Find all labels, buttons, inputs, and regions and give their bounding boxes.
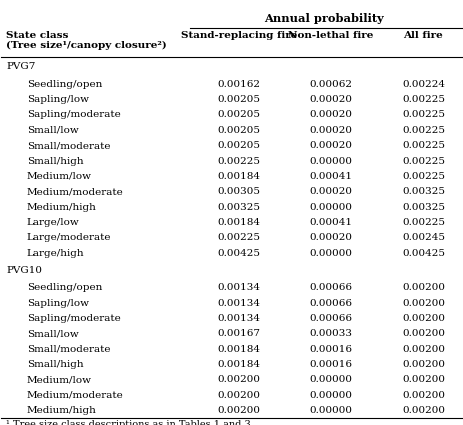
Text: 0.00020: 0.00020: [309, 141, 352, 150]
Text: All fire: All fire: [403, 31, 442, 40]
Text: 0.00033: 0.00033: [309, 329, 352, 338]
Text: 0.00041: 0.00041: [309, 218, 352, 227]
Text: 0.00066: 0.00066: [309, 314, 352, 323]
Text: Sapling/moderate: Sapling/moderate: [27, 110, 120, 119]
Text: 0.00225: 0.00225: [401, 95, 444, 104]
Text: 0.00134: 0.00134: [217, 299, 260, 308]
Text: Seedling/open: Seedling/open: [27, 283, 102, 292]
Text: Medium/low: Medium/low: [27, 376, 92, 385]
Text: 0.00325: 0.00325: [217, 203, 260, 212]
Text: 0.00020: 0.00020: [309, 110, 352, 119]
Text: 0.00020: 0.00020: [309, 95, 352, 104]
Text: Sapling/low: Sapling/low: [27, 95, 88, 104]
Text: 0.00224: 0.00224: [401, 80, 444, 89]
Text: 0.00200: 0.00200: [401, 329, 444, 338]
Text: 0.00325: 0.00325: [401, 187, 444, 196]
Text: 0.00167: 0.00167: [217, 329, 260, 338]
Text: 0.00225: 0.00225: [401, 172, 444, 181]
Text: 0.00020: 0.00020: [309, 187, 352, 196]
Text: 0.00062: 0.00062: [309, 80, 352, 89]
Text: 0.00020: 0.00020: [309, 233, 352, 242]
Text: 0.00162: 0.00162: [217, 80, 260, 89]
Text: 0.00000: 0.00000: [309, 376, 352, 385]
Text: 0.00134: 0.00134: [217, 314, 260, 323]
Text: 0.00225: 0.00225: [401, 126, 444, 135]
Text: ¹ Tree size class descriptions as in Tables 1 and 3.: ¹ Tree size class descriptions as in Tab…: [6, 419, 253, 425]
Text: 0.00200: 0.00200: [401, 314, 444, 323]
Text: 0.00225: 0.00225: [217, 156, 260, 166]
Text: 0.00020: 0.00020: [309, 126, 352, 135]
Text: Seedling/open: Seedling/open: [27, 80, 102, 89]
Text: 0.00425: 0.00425: [401, 249, 444, 258]
Text: 0.00184: 0.00184: [217, 360, 260, 369]
Text: Annual probability: Annual probability: [264, 13, 383, 24]
Text: 0.00225: 0.00225: [217, 233, 260, 242]
Text: Small/moderate: Small/moderate: [27, 345, 110, 354]
Text: Large/low: Large/low: [27, 218, 79, 227]
Text: Small/high: Small/high: [27, 360, 83, 369]
Text: 0.00134: 0.00134: [217, 283, 260, 292]
Text: 0.00200: 0.00200: [217, 391, 260, 400]
Text: 0.00200: 0.00200: [401, 391, 444, 400]
Text: 0.00205: 0.00205: [217, 95, 260, 104]
Text: Small/low: Small/low: [27, 126, 78, 135]
Text: 0.00016: 0.00016: [309, 345, 352, 354]
Text: 0.00225: 0.00225: [401, 156, 444, 166]
Text: 0.00325: 0.00325: [401, 203, 444, 212]
Text: 0.00066: 0.00066: [309, 283, 352, 292]
Text: 0.00225: 0.00225: [401, 218, 444, 227]
Text: 0.00200: 0.00200: [401, 406, 444, 415]
Text: 0.00205: 0.00205: [217, 126, 260, 135]
Text: 0.00200: 0.00200: [401, 376, 444, 385]
Text: 0.00000: 0.00000: [309, 249, 352, 258]
Text: 0.00041: 0.00041: [309, 172, 352, 181]
Text: 0.00184: 0.00184: [217, 345, 260, 354]
Text: 0.00016: 0.00016: [309, 360, 352, 369]
Text: 0.00184: 0.00184: [217, 218, 260, 227]
Text: Sapling/moderate: Sapling/moderate: [27, 314, 120, 323]
Text: Medium/high: Medium/high: [27, 406, 96, 415]
Text: Large/moderate: Large/moderate: [27, 233, 111, 242]
Text: Stand-replacing fire: Stand-replacing fire: [181, 31, 296, 40]
Text: 0.00200: 0.00200: [217, 406, 260, 415]
Text: PVG10: PVG10: [6, 266, 42, 275]
Text: 0.00200: 0.00200: [217, 376, 260, 385]
Text: Medium/moderate: Medium/moderate: [27, 187, 123, 196]
Text: 0.00425: 0.00425: [217, 249, 260, 258]
Text: State class
(Tree size¹/canopy closure²): State class (Tree size¹/canopy closure²): [6, 31, 166, 50]
Text: Non-lethal fire: Non-lethal fire: [288, 31, 373, 40]
Text: Small/high: Small/high: [27, 156, 83, 166]
Text: 0.00000: 0.00000: [309, 406, 352, 415]
Text: 0.00066: 0.00066: [309, 299, 352, 308]
Text: 0.00200: 0.00200: [401, 283, 444, 292]
Text: Large/high: Large/high: [27, 249, 84, 258]
Text: 0.00205: 0.00205: [217, 110, 260, 119]
Text: 0.00000: 0.00000: [309, 156, 352, 166]
Text: Medium/high: Medium/high: [27, 203, 96, 212]
Text: 0.00225: 0.00225: [401, 141, 444, 150]
Text: 0.00225: 0.00225: [401, 110, 444, 119]
Text: Small/moderate: Small/moderate: [27, 141, 110, 150]
Text: Medium/moderate: Medium/moderate: [27, 391, 123, 400]
Text: Sapling/low: Sapling/low: [27, 299, 88, 308]
Text: 0.00245: 0.00245: [401, 233, 444, 242]
Text: 0.00184: 0.00184: [217, 172, 260, 181]
Text: 0.00200: 0.00200: [401, 345, 444, 354]
Text: 0.00205: 0.00205: [217, 141, 260, 150]
Text: Small/low: Small/low: [27, 329, 78, 338]
Text: 0.00000: 0.00000: [309, 203, 352, 212]
Text: 0.00305: 0.00305: [217, 187, 260, 196]
Text: Medium/low: Medium/low: [27, 172, 92, 181]
Text: 0.00000: 0.00000: [309, 391, 352, 400]
Text: 0.00200: 0.00200: [401, 360, 444, 369]
Text: 0.00200: 0.00200: [401, 299, 444, 308]
Text: PVG7: PVG7: [6, 62, 35, 71]
